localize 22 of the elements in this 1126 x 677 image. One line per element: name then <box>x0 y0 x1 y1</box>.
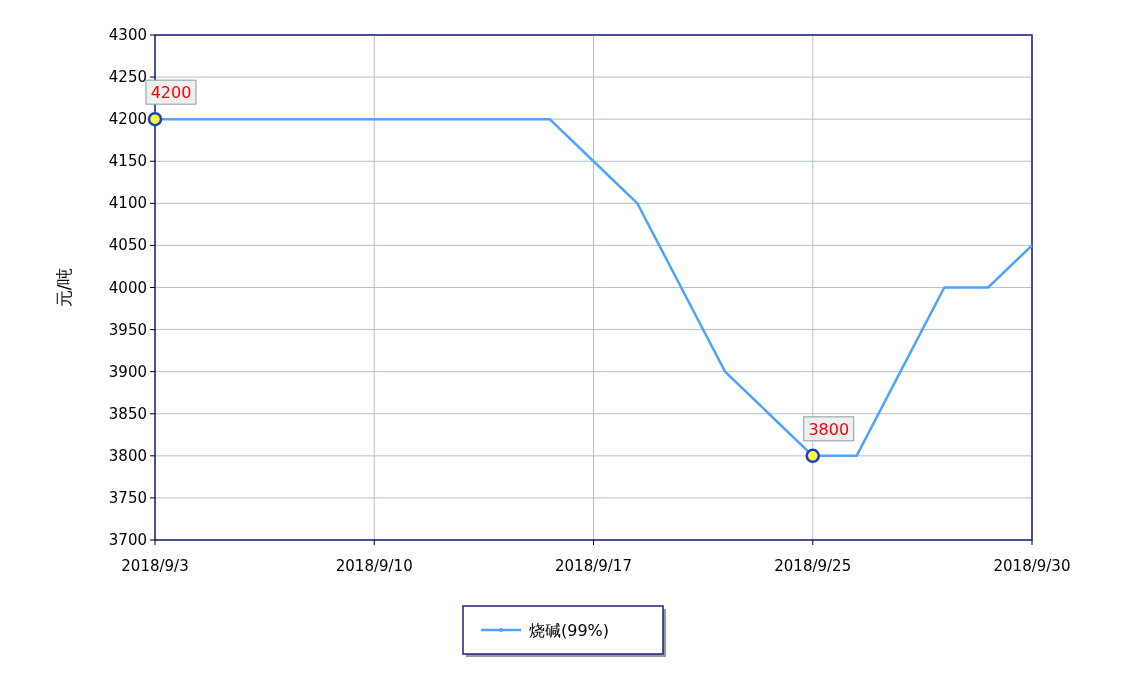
y-tick-label: 3950 <box>108 320 147 339</box>
y-tick-label: 4200 <box>108 110 147 129</box>
y-tick-label: 3900 <box>108 362 147 381</box>
x-tick-label: 2018/9/3 <box>121 557 189 575</box>
y-axis-title: 元/吨 <box>54 267 74 308</box>
y-tick-label: 3850 <box>108 404 147 423</box>
data-label: 3800 <box>808 419 850 439</box>
y-tick-label: 4250 <box>108 68 147 87</box>
x-tick-label: 2018/9/25 <box>774 557 852 575</box>
y-tick-label: 3700 <box>108 531 147 549</box>
x-tick-label: 2018/9/30 <box>993 557 1071 575</box>
y-tick-label: 4300 <box>108 26 147 44</box>
data-label: 4200 <box>150 83 192 103</box>
y-tick-label: 3750 <box>108 488 147 507</box>
x-tick-label: 2018/9/17 <box>555 557 632 575</box>
y-tick-label: 4100 <box>108 194 147 213</box>
legend-label: 烧碱(99%) <box>529 621 610 640</box>
y-tick-label: 3800 <box>108 446 147 465</box>
y-tick-label: 4000 <box>108 278 147 297</box>
y-tick-label: 4050 <box>108 236 147 255</box>
x-tick-label: 2018/9/10 <box>335 557 413 575</box>
y-tick-label: 4150 <box>108 152 147 171</box>
